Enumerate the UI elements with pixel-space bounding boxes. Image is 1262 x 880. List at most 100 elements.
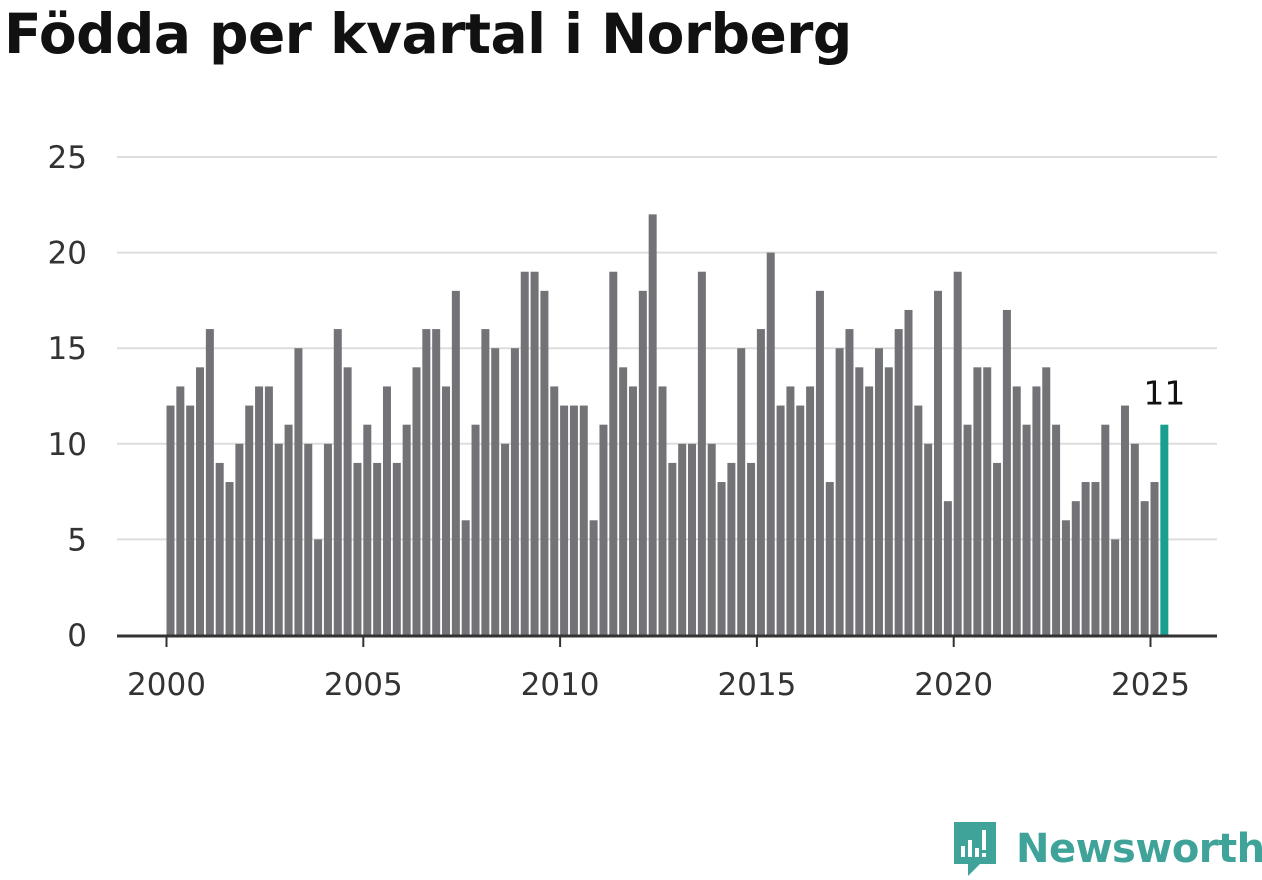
bar xyxy=(747,462,756,635)
bar xyxy=(284,424,293,635)
bar xyxy=(806,386,815,635)
bar xyxy=(560,405,569,635)
bar xyxy=(1022,424,1031,635)
bar xyxy=(579,405,588,635)
bar xyxy=(717,482,726,635)
bar xyxy=(215,462,224,635)
bar xyxy=(520,271,529,635)
bar xyxy=(255,386,264,635)
x-tick-label: 2025 xyxy=(1111,667,1190,703)
bar xyxy=(599,424,608,635)
bar xyxy=(323,443,332,635)
bar xyxy=(776,405,785,635)
bar xyxy=(874,348,883,635)
bar xyxy=(678,443,687,635)
bar xyxy=(1042,367,1051,635)
bar xyxy=(1111,539,1120,635)
bar xyxy=(1061,520,1070,635)
bar xyxy=(638,290,647,635)
bar xyxy=(697,271,706,635)
bar xyxy=(953,271,962,635)
bar xyxy=(619,367,628,635)
y-tick-label: 15 xyxy=(48,331,87,367)
bar xyxy=(442,386,451,635)
bar xyxy=(1002,309,1011,635)
bar xyxy=(274,443,283,635)
bar xyxy=(205,329,214,635)
x-tick-label: 2010 xyxy=(521,667,600,703)
brand: Newsworthy xyxy=(950,818,1262,880)
brand-name: Newsworthy xyxy=(1016,826,1262,872)
bar xyxy=(1140,501,1149,635)
bar xyxy=(569,405,578,635)
x-tick-label: 2015 xyxy=(717,667,796,703)
bar xyxy=(432,329,441,635)
bar xyxy=(1130,443,1139,635)
y-tick-label: 0 xyxy=(67,618,87,654)
bar xyxy=(471,424,480,635)
bar xyxy=(1071,501,1080,635)
bar xyxy=(943,501,952,635)
bar xyxy=(825,482,834,635)
bar xyxy=(1150,482,1159,635)
bar xyxy=(422,329,431,635)
bar xyxy=(737,348,746,635)
bar xyxy=(658,386,667,635)
bar xyxy=(796,405,805,635)
bar xyxy=(373,462,382,635)
y-tick-label: 10 xyxy=(48,427,87,463)
bar xyxy=(540,290,549,635)
bar xyxy=(815,290,824,635)
bar xyxy=(451,290,460,635)
bar xyxy=(225,482,234,635)
bar xyxy=(904,309,913,635)
y-tick-label: 25 xyxy=(48,140,87,176)
bar xyxy=(668,462,677,635)
bar xyxy=(412,367,421,635)
bar xyxy=(628,386,637,635)
bar xyxy=(786,386,795,635)
bar xyxy=(461,520,470,635)
bar xyxy=(1101,424,1110,635)
bar xyxy=(766,252,775,635)
bar xyxy=(973,367,982,635)
bar xyxy=(294,348,303,635)
bar xyxy=(235,443,244,635)
bar xyxy=(491,348,500,635)
bar xyxy=(245,405,254,635)
bar xyxy=(963,424,972,635)
bar xyxy=(550,386,559,635)
bar xyxy=(1052,424,1061,635)
bar xyxy=(1032,386,1041,635)
x-tick-label: 2000 xyxy=(127,667,206,703)
bar xyxy=(865,386,874,635)
newsworthy-logo-icon xyxy=(954,822,996,876)
bar xyxy=(983,367,992,635)
bar xyxy=(343,367,352,635)
bar xyxy=(530,271,539,635)
bar xyxy=(353,462,362,635)
bar xyxy=(382,386,391,635)
bar xyxy=(481,329,490,635)
y-tick-label: 20 xyxy=(48,236,87,272)
bar xyxy=(924,443,933,635)
bar xyxy=(707,443,716,635)
bar xyxy=(993,462,1002,635)
bar xyxy=(1091,482,1100,635)
bar xyxy=(756,329,765,635)
bar xyxy=(264,386,273,635)
bar xyxy=(855,367,864,635)
bar xyxy=(1081,482,1090,635)
bar xyxy=(1120,405,1129,635)
bar xyxy=(510,348,519,635)
bar xyxy=(402,424,411,635)
data-label: 11 xyxy=(1143,374,1185,413)
bar xyxy=(1012,386,1021,635)
x-tick-label: 2020 xyxy=(914,667,993,703)
bar xyxy=(914,405,923,635)
bar xyxy=(176,386,185,635)
bar xyxy=(894,329,903,635)
bar xyxy=(688,443,697,635)
bar xyxy=(934,290,943,635)
